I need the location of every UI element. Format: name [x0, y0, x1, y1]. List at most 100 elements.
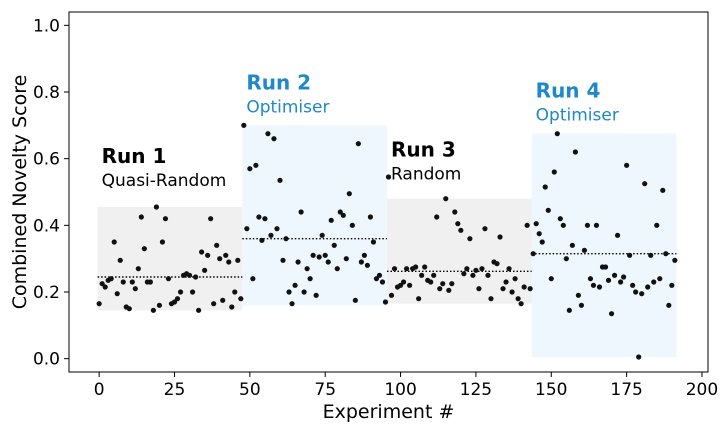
run-1-point	[108, 276, 114, 282]
run-4-point	[645, 284, 651, 290]
x-axis-label: Experiment #	[323, 401, 455, 423]
run-1-point	[223, 252, 229, 258]
run-2-point	[331, 242, 337, 248]
run-2-point	[364, 262, 371, 268]
run-2-point	[268, 232, 274, 238]
run-labels: Run 1 Quasi-Random Run 2 Optimiser Run 3 Rand…	[102, 70, 619, 191]
run-4-point	[642, 181, 648, 187]
y-tick-label: 0.6	[33, 150, 60, 170]
run-2-method: Optimiser	[246, 97, 329, 117]
run-2-point	[277, 177, 283, 183]
run-1-point	[220, 297, 226, 303]
run-3-point	[455, 221, 461, 227]
run-1-point	[226, 259, 232, 265]
run-4-point	[639, 291, 645, 297]
run-3-point	[437, 286, 443, 292]
run-3-point	[500, 286, 506, 292]
run-3-point	[476, 286, 482, 292]
run-3-point	[434, 214, 440, 220]
run-4-point	[660, 187, 666, 193]
run-4-point	[551, 169, 557, 175]
run-3-point	[406, 282, 413, 288]
run-3-point	[385, 174, 392, 180]
run-2-point	[361, 252, 367, 258]
run-2-point	[313, 292, 319, 298]
run-3-point	[440, 281, 446, 287]
x-tick-label: 25	[164, 380, 186, 400]
run-2-point	[379, 279, 386, 285]
run-1-point	[156, 302, 163, 308]
run-3-point	[449, 281, 455, 287]
run-4-point	[621, 274, 627, 280]
run-2-point	[349, 222, 355, 228]
x-tick-label: 175	[610, 380, 642, 400]
run-3-point	[431, 272, 437, 278]
run-4-point	[548, 276, 554, 282]
run-4-point	[605, 277, 612, 283]
run-regions	[97, 125, 677, 357]
run-1-point	[211, 301, 217, 307]
run-4-point	[566, 307, 572, 313]
run-1-point	[129, 279, 135, 285]
x-tick-label: 150	[535, 380, 567, 400]
run-2-point	[352, 297, 358, 303]
run-1-point	[238, 296, 244, 302]
run-4-point	[633, 289, 639, 295]
run-1-point	[205, 252, 211, 258]
run-3-point	[397, 282, 404, 288]
run-1-point	[217, 256, 223, 262]
run-2-point	[358, 259, 364, 265]
run-4-point	[602, 264, 609, 270]
x-tick-label: 75	[314, 380, 336, 400]
run-4-point	[627, 252, 633, 258]
run-1-point	[208, 216, 214, 222]
run-3-point	[518, 301, 524, 307]
run-2-point	[304, 266, 310, 272]
run-4-point	[654, 222, 660, 228]
run-1-point	[141, 246, 147, 252]
run-1-point	[235, 257, 241, 263]
y-tick-label: 1.0	[33, 16, 60, 36]
run-3-point	[467, 236, 473, 242]
run-1-title: Run 1	[102, 144, 167, 168]
run-2-point	[253, 162, 259, 168]
run-3-point	[388, 292, 395, 298]
run-3-point	[470, 272, 476, 278]
x-tick-label: 200	[686, 380, 718, 400]
run-3-region	[386, 198, 532, 304]
run-1-point	[135, 266, 141, 272]
run-1-point	[202, 267, 208, 273]
run-3-point	[485, 272, 491, 278]
run-2-point	[367, 214, 374, 220]
y-axis-ticks: 0.0 0.2 0.4 0.6 0.8 1.0	[33, 16, 69, 370]
run-2-point	[292, 282, 298, 288]
run-2-point	[316, 254, 322, 260]
run-2-point	[280, 257, 286, 263]
run-4-point	[563, 256, 569, 262]
x-tick-label: 50	[239, 380, 261, 400]
run-4-point	[617, 279, 624, 285]
run-2-point	[259, 237, 265, 243]
y-tick-label: 0.0	[33, 350, 60, 370]
run-1-point	[174, 296, 181, 302]
run-1-point	[126, 306, 132, 312]
run-1-point	[153, 204, 160, 210]
run-2-point	[322, 252, 328, 258]
run-3-point	[482, 226, 488, 232]
run-3-point	[400, 279, 407, 285]
run-3-point	[524, 222, 530, 228]
run-2-point	[370, 239, 377, 245]
run-1-point	[232, 289, 238, 295]
run-3-point	[464, 266, 470, 272]
run-2-point	[334, 266, 340, 272]
run-3-point	[452, 209, 458, 215]
run-4-point	[630, 282, 636, 288]
run-3-method: Random	[391, 165, 461, 185]
run-1-point	[199, 249, 205, 255]
y-axis-label: Combined Novelty Score	[9, 75, 31, 310]
run-3-point	[461, 271, 467, 277]
run-2-point	[310, 252, 316, 258]
run-4-point	[545, 207, 551, 213]
run-3-point	[391, 266, 398, 272]
